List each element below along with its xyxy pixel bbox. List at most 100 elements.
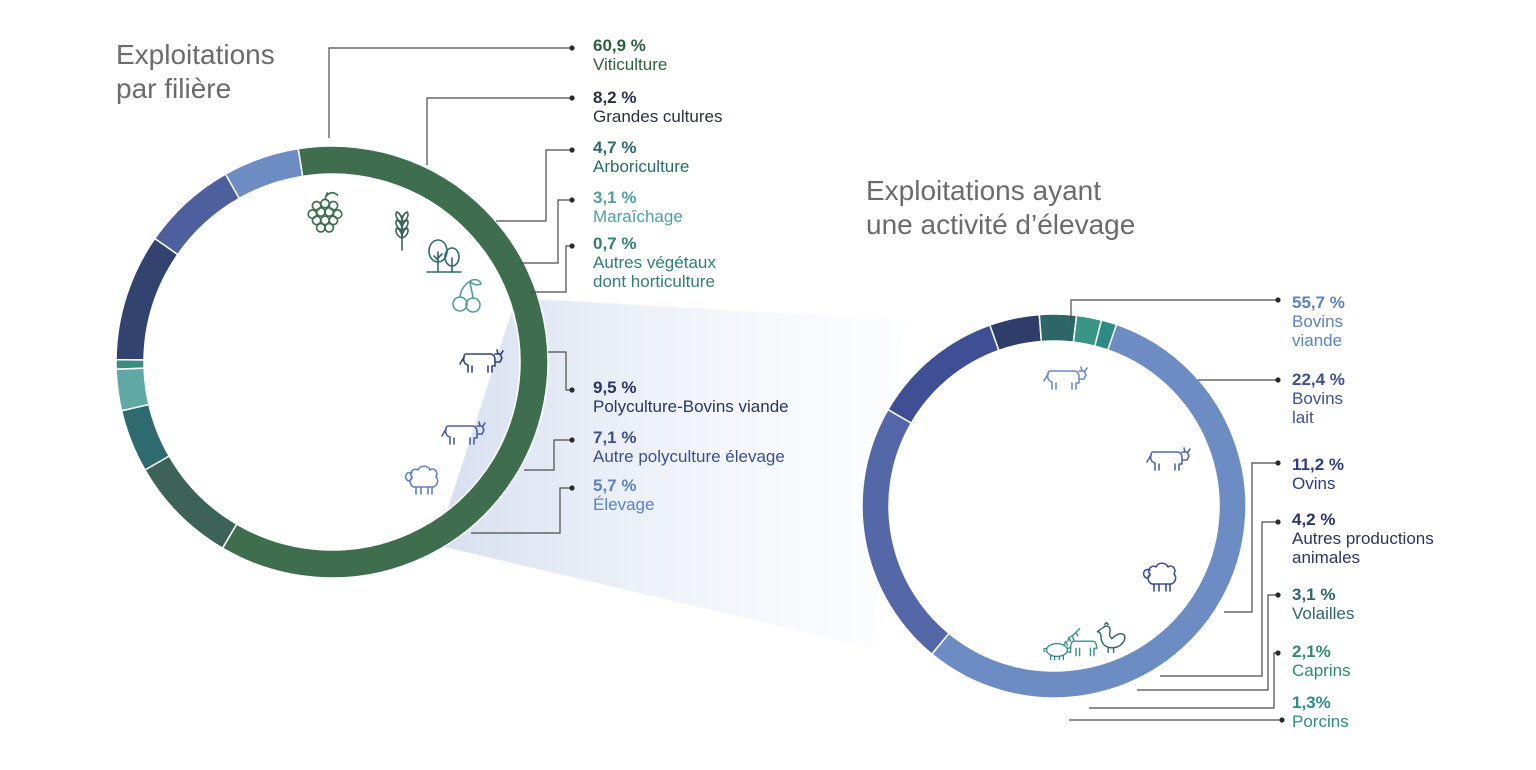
filiere-category: Grandes cultures [593, 107, 723, 126]
title-right: Exploitations ayant une activité d’éleva… [866, 175, 1136, 240]
elevage-value: 55,7 % [1292, 293, 1345, 312]
elevage-label-1: 55,7 % Bovins viande [1292, 293, 1345, 350]
filiere-label-6: 9,5 % Polyculture-Bovins viande [593, 378, 789, 416]
leader-dot-8 [569, 485, 575, 491]
leader-dot-12 [1275, 519, 1281, 525]
leader-dot-6 [569, 387, 575, 393]
filiere-category: Polyculture-Bovins viande [593, 397, 789, 416]
filiere-value: 3,1 % [593, 188, 637, 207]
filiere-label-1: 60,9 % Viticulture [593, 36, 667, 74]
filiere-label-4: 3,1 % Maraîchage [593, 188, 683, 226]
filiere-slice-6 [115, 237, 179, 361]
filiere-value: 5,7 % [593, 476, 637, 495]
elevage-value: 2,1% [1292, 642, 1331, 661]
leader-dot-5 [569, 243, 575, 249]
leader-line-4 [521, 199, 572, 264]
leader-dot-7 [569, 437, 575, 443]
filiere-category: Arboriculture [593, 157, 690, 176]
leader-line-3 [496, 149, 572, 222]
leader-line-12 [1160, 521, 1278, 677]
filiere-category: Élevage [593, 495, 655, 514]
trees-icon [426, 239, 462, 273]
elevage-slice-4 [988, 313, 1043, 352]
zoom-projection [436, 298, 905, 648]
elevage-value: 22,4 % [1292, 370, 1345, 389]
icons [307, 191, 1191, 661]
filiere-value: 9,5 % [593, 378, 637, 397]
filiere-slice-1 [221, 145, 549, 579]
elevage-label-2: 22,4 % Bovins lait [1292, 370, 1345, 427]
cherries-icon [452, 278, 482, 313]
sheep-icon [404, 465, 439, 495]
cow-icon [1146, 447, 1191, 471]
elevage-category: Caprins [1292, 661, 1351, 680]
filiere-category: Viticulture [593, 55, 668, 74]
leader-dot-14 [1275, 650, 1281, 656]
elevage-label-3: 11,2 % Ovins [1292, 455, 1344, 493]
leader-dot-2 [569, 95, 575, 101]
leader-dot-10 [1275, 377, 1281, 383]
filiere-category: Maraîchage [593, 207, 683, 226]
elevage-category: Porcins [1292, 712, 1349, 731]
leader-line-9 [1070, 299, 1278, 322]
filiere-value: 8,2 % [593, 88, 637, 107]
leader-dot-11 [1275, 460, 1281, 466]
elevage-label-5: 3,1 % Volailles [1292, 585, 1354, 623]
leader-dot-13 [1275, 592, 1281, 598]
filiere-slice-3 [120, 403, 171, 471]
leader-dot-15 [1279, 717, 1285, 723]
cow-icon [441, 421, 486, 445]
filiere-category: Autres végétaux dont horticulture [593, 253, 716, 291]
elevage-label-6: 2,1% Caprins [1292, 642, 1351, 680]
grapes-icon [307, 191, 343, 233]
elevage-category: Ovins [1292, 474, 1336, 493]
filiere-label-2: 8,2 % Grandes cultures [593, 88, 722, 126]
leader-line-2 [426, 97, 572, 165]
elevage-slice-3 [886, 324, 1000, 425]
filiere-value: 4,7 % [593, 138, 637, 157]
donut-chart-filiere [115, 145, 549, 579]
leader-dot-9 [1275, 297, 1281, 303]
filiere-label-7: 7,1 % Autre polyculture élevage [593, 428, 785, 466]
elevage-label-4: 4,2 % Autres productions animales [1292, 510, 1434, 567]
sheep-icon [1142, 562, 1177, 592]
leader-dot-1 [569, 45, 575, 51]
elevage-value: 11,2 % [1292, 455, 1344, 474]
filiere-label-3: 4,7 % Arboriculture [593, 138, 689, 176]
filiere-slice-7 [153, 173, 241, 256]
filiere-category: Autre polyculture élevage [593, 447, 785, 466]
elevage-category: Volailles [1292, 604, 1355, 623]
leader-line-13 [1137, 594, 1278, 691]
elevage-value: 3,1 % [1292, 585, 1336, 604]
filiere-slice-5 [115, 358, 145, 370]
elevage-slice-1 [930, 323, 1247, 699]
leader-line-6 [548, 351, 572, 391]
elevage-value: 1,3% [1292, 693, 1331, 712]
leader-line-8 [471, 487, 572, 534]
elevage-value: 4,2 % [1292, 510, 1336, 529]
goat-icon [1067, 627, 1098, 657]
filiere-slice-4 [115, 367, 150, 412]
elevage-category: Bovins viande [1292, 312, 1344, 350]
leader-line-1 [328, 47, 572, 138]
elevage-category: Autres productions animales [1292, 529, 1434, 567]
filiere-slice-8 [224, 147, 304, 200]
wheat-icon [395, 211, 409, 251]
filiere-value: 7,1 % [593, 428, 637, 447]
leader-line-7 [524, 439, 572, 471]
leader-dot-3 [569, 147, 575, 153]
filiere-label-8: 5,7 % Élevage [593, 476, 654, 514]
cow-icon [459, 349, 504, 373]
filiere-label-5: 0,7 % Autres végétaux dont horticulture [593, 234, 716, 291]
chicken-icon [1096, 621, 1126, 654]
title-left: Exploitations par filière [116, 39, 275, 104]
elevage-label-7: 1,3% Porcins [1292, 693, 1349, 731]
elevage-category: Bovins lait [1292, 389, 1344, 427]
elevage-slice-7 [1093, 319, 1118, 351]
leader-lines [328, 45, 1285, 723]
filiere-slice-2 [143, 454, 238, 550]
pig-icon [1043, 640, 1072, 661]
donut-chart-elevage [861, 313, 1247, 699]
cow-icon [1043, 366, 1088, 390]
